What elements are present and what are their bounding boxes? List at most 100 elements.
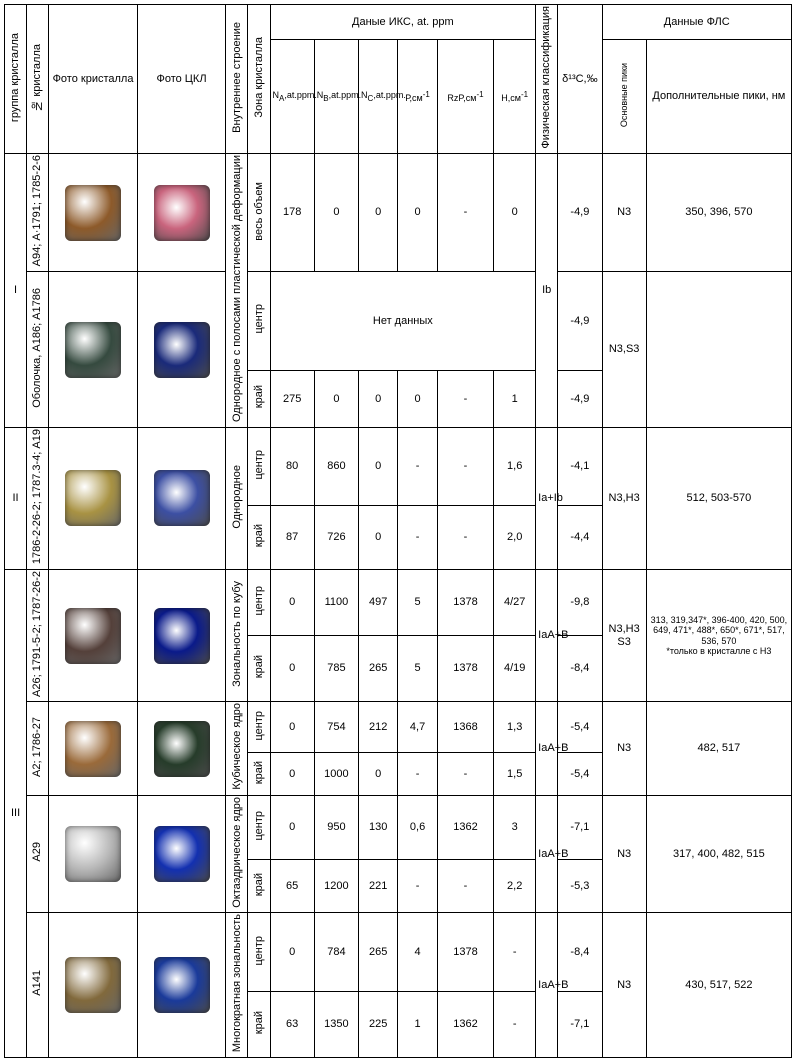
col-nb: NB,at.ppm.: [314, 40, 358, 154]
num-cell: А26; 1791-5-2; 1787-26-2: [27, 569, 49, 702]
num-cell: А94; А·1791; 1785-2-6: [27, 154, 49, 272]
col-rzp: RzP,см-1: [437, 40, 494, 154]
col-struct: Внутреннее строение: [226, 5, 248, 154]
cell: -4,4: [558, 505, 602, 569]
cell: -4,9: [558, 154, 602, 272]
cell: 65: [270, 859, 314, 912]
cell: 225: [359, 992, 398, 1057]
cell: -: [398, 427, 437, 505]
photo-crystal: [49, 913, 138, 1058]
cell: N3,S3: [602, 272, 646, 428]
struct-cell: Октаэдрическое ядро: [226, 795, 248, 912]
cell: 0: [314, 154, 358, 272]
cell: -7,1: [558, 992, 602, 1057]
cell: IaA+B: [536, 569, 558, 702]
zone-cell: край: [248, 370, 270, 427]
cell: 0: [270, 913, 314, 992]
group-cell: II: [5, 427, 27, 569]
zone-cell: край: [248, 992, 270, 1057]
table-row: II 1786-2-26-2; 1787.3-4; А19 Однородное…: [5, 427, 792, 505]
cell: 1,6: [494, 427, 536, 505]
cell: -5,4: [558, 702, 602, 753]
zone-cell: центр: [248, 702, 270, 753]
photo-ckl: [137, 427, 226, 569]
cell: 265: [359, 636, 398, 702]
cell: 2,0: [494, 505, 536, 569]
col-iks: Даные ИКС, at. ppm: [270, 5, 536, 40]
cell: Нет данных: [270, 272, 536, 371]
cell: 1: [494, 370, 536, 427]
cell: 178: [270, 154, 314, 272]
cell: N3: [602, 702, 646, 795]
cell: -: [398, 859, 437, 912]
struct-cell: Однородное с полосами пластической дефор…: [226, 154, 248, 428]
crystal-table: группа кристалла № кристалла Фото криста…: [4, 4, 792, 1058]
col-nc: NC,at.ppm.: [359, 40, 398, 154]
cell: 785: [314, 636, 358, 702]
cell: 0,6: [398, 795, 437, 859]
cell: -9,8: [558, 569, 602, 635]
cell: N3: [602, 154, 646, 272]
cell: 5: [398, 636, 437, 702]
cell: 317, 400, 482, 515: [646, 795, 791, 912]
zone-cell: край: [248, 505, 270, 569]
col-photo1: Фото кристалла: [49, 5, 138, 154]
cell: 860: [314, 427, 358, 505]
cell: 1,5: [494, 753, 536, 795]
struct-cell: Кубическое ядро: [226, 702, 248, 795]
zone-cell: край: [248, 859, 270, 912]
photo-ckl: [137, 154, 226, 272]
cell: 130: [359, 795, 398, 859]
cell: 784: [314, 913, 358, 992]
zone-cell: весь объем: [248, 154, 270, 272]
cell: 1200: [314, 859, 358, 912]
group-cell: I: [5, 154, 27, 428]
table-row: III А26; 1791-5-2; 1787-26-2 Зональность…: [5, 569, 792, 635]
col-na: NA,at.ppm.: [270, 40, 314, 154]
cell: -7,1: [558, 795, 602, 859]
col-zone: Зона кристалла: [248, 5, 270, 154]
cell: IaA+B: [536, 702, 558, 795]
num-cell: А141: [27, 913, 49, 1058]
cell: Ib: [536, 154, 558, 428]
col-h: H,см-1: [494, 40, 536, 154]
cell: 1378: [437, 569, 494, 635]
table-row: I А94; А·1791; 1785-2-6 Однородное с пол…: [5, 154, 792, 272]
num-cell: А2; 1786-27: [27, 702, 49, 795]
photo-ckl: [137, 702, 226, 795]
table-row: А2; 1786-27 Кубическое ядро центр 075421…: [5, 702, 792, 753]
table-row: А141 Многократная зональность центр 0784…: [5, 913, 792, 992]
cell: -: [398, 505, 437, 569]
cell: -: [437, 154, 494, 272]
cell: 1100: [314, 569, 358, 635]
photo-crystal: [49, 272, 138, 428]
cell: -8,4: [558, 636, 602, 702]
table-row: Оболочка, А186; А1786 центр Нет данных -…: [5, 272, 792, 371]
cell: 0: [359, 753, 398, 795]
zone-cell: центр: [248, 569, 270, 635]
cell: 726: [314, 505, 358, 569]
cell: 512, 503-570: [646, 427, 791, 569]
cell: 63: [270, 992, 314, 1057]
cell: 950: [314, 795, 358, 859]
cell: -: [437, 859, 494, 912]
cell: -: [437, 753, 494, 795]
photo-crystal: [49, 795, 138, 912]
cell: 4,7: [398, 702, 437, 753]
cell: 0: [398, 154, 437, 272]
cell: 212: [359, 702, 398, 753]
cell: -4,9: [558, 272, 602, 371]
cell: 0: [270, 702, 314, 753]
num-cell: А29: [27, 795, 49, 912]
cell: 80: [270, 427, 314, 505]
cell: 221: [359, 859, 398, 912]
cell: 275: [270, 370, 314, 427]
photo-ckl: [137, 795, 226, 912]
cell: 0: [398, 370, 437, 427]
photo-ckl: [137, 272, 226, 428]
col-peaks: Дополнительные пики, нм: [646, 40, 791, 154]
cell: 1378: [437, 913, 494, 992]
cell: 265: [359, 913, 398, 992]
cell: 87: [270, 505, 314, 569]
cell: 4: [398, 913, 437, 992]
